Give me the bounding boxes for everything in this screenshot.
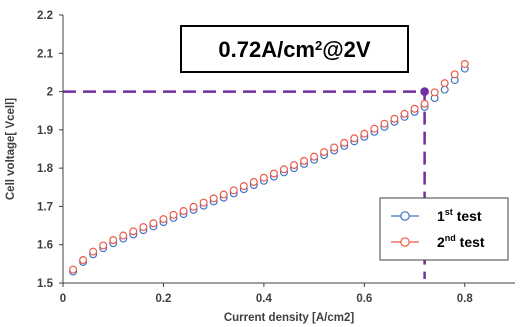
data-point (169, 210, 178, 219)
data-point (109, 236, 118, 245)
legend-marker (400, 211, 410, 221)
data-point (460, 60, 469, 69)
data-point (269, 169, 278, 178)
legend-item-2: 2nd test (391, 233, 485, 250)
data-point (430, 88, 439, 97)
legend: 1st test 2nd test (379, 197, 509, 261)
y-tick-label: 1.7 (37, 201, 53, 213)
axes (59, 14, 515, 287)
data-point (370, 124, 379, 133)
data-point (410, 104, 419, 113)
x-tick-label: 0.4 (256, 293, 273, 305)
data-point (420, 99, 429, 108)
data-point (310, 152, 319, 161)
data-point (79, 256, 88, 265)
data-point (249, 177, 258, 186)
data-point (99, 241, 108, 250)
data-point (219, 190, 228, 199)
data-point (440, 79, 449, 88)
data-point (279, 165, 288, 174)
series-2 (69, 60, 469, 274)
callout-text: 0.72A/cm2@2V (218, 37, 371, 62)
axis-titles: Current density [A/cm2] Cell voltage[ Vc… (5, 98, 354, 324)
data-point (300, 156, 309, 165)
annotation-callout: 0.72A/cm2@2V (180, 25, 409, 73)
data-point (259, 173, 268, 182)
x-tick-label: 0 (60, 293, 66, 305)
x-tick-label: 0.2 (155, 293, 171, 305)
reference-lines (63, 90, 426, 279)
data-point (129, 227, 138, 236)
y-tick-label: 1.5 (37, 278, 54, 290)
data-point (390, 114, 399, 123)
y-axis-label: Cell voltage[ Vcell] (5, 98, 17, 200)
data-point (119, 231, 128, 240)
x-tick-label: 0.8 (457, 293, 474, 305)
data-point (330, 143, 339, 152)
y-tick-label: 2 (47, 87, 53, 99)
data-point (450, 70, 459, 79)
y-tick-label: 2.2 (37, 10, 53, 22)
data-point (380, 119, 389, 128)
x-tick-label: 0.6 (356, 293, 372, 305)
data-point (159, 215, 168, 224)
y-tick-label: 1.9 (37, 125, 53, 137)
series-layer (69, 60, 469, 276)
legend-item-1: 1st test (391, 207, 482, 224)
data-point (189, 202, 198, 211)
data-point (69, 265, 78, 274)
legend-label: 2nd test (437, 233, 485, 250)
data-point (320, 148, 329, 157)
data-point (139, 223, 148, 232)
data-point (400, 109, 409, 118)
data-point (350, 134, 359, 143)
y-tick-label: 1.8 (37, 163, 54, 175)
legend-marker (400, 237, 410, 247)
data-point (290, 161, 299, 170)
x-axis-label: Current density [A/cm2] (224, 312, 355, 324)
data-point (89, 247, 98, 256)
y-tick-label: 1.6 (37, 240, 53, 252)
data-point (179, 207, 188, 216)
data-point (360, 129, 369, 138)
y-tick-label: 2.1 (37, 48, 54, 60)
data-point (209, 194, 218, 203)
callout-box (180, 25, 409, 73)
data-point (440, 85, 449, 94)
legend-label: 1st test (437, 207, 482, 224)
data-point (149, 219, 158, 228)
tick-labels: 0 0.2 0.4 0.6 0.8 1.5 1.6 1.7 1.8 1.9 2 2.1 2.2 (37, 10, 473, 305)
operating-point-marker (420, 87, 429, 96)
data-point (229, 186, 238, 195)
legend-box (379, 197, 509, 261)
data-point (239, 182, 248, 191)
data-point (340, 138, 349, 147)
data-point (199, 198, 208, 207)
